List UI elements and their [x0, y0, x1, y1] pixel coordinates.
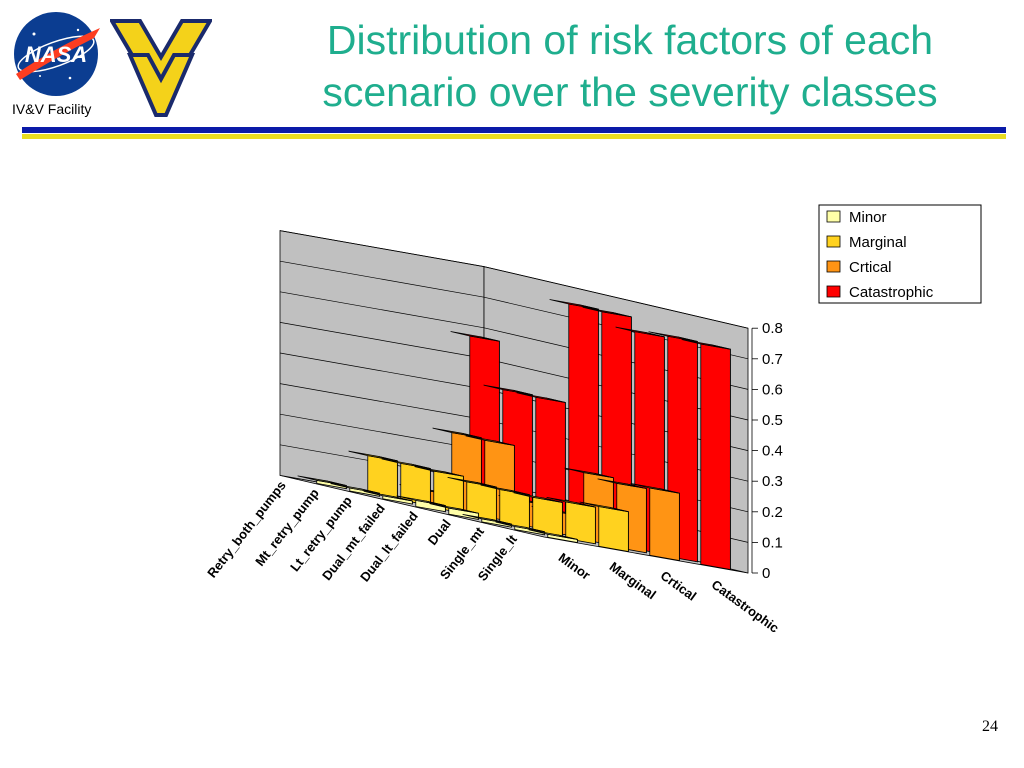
bar-top: [528, 529, 578, 540]
bar-top: [579, 501, 629, 513]
bar-marginal-single_mt: [546, 496, 596, 545]
legend-label: Crtical: [849, 259, 892, 276]
legend-label: Minor: [849, 209, 887, 226]
gridline: [279, 230, 749, 329]
wv-logo: [110, 19, 212, 117]
legend-swatch: [826, 235, 841, 248]
z-tick-label: 0.4: [762, 443, 783, 460]
bar-top: [348, 450, 398, 462]
severity-label: Minor: [556, 550, 593, 583]
bar-marginal-mt_retry_pump: [381, 458, 431, 506]
title-line-1: Distribution of risk factors of each: [326, 17, 934, 63]
bar-top: [381, 458, 431, 469]
bar-top: [330, 483, 380, 494]
bar-top: [483, 384, 533, 396]
bar-top: [450, 331, 500, 342]
bar-front: [700, 343, 731, 570]
page-number: 24: [982, 718, 998, 735]
bar-top: [564, 467, 614, 479]
legend-swatch: [826, 285, 841, 298]
bar-marginal-dual: [513, 492, 563, 537]
bar-top: [432, 427, 482, 439]
z-tick-label: 0.1: [762, 534, 783, 551]
bar-top: [516, 392, 566, 403]
bar-top: [648, 331, 698, 342]
slide-header: NASA IV&V Facility Distribution of risk …: [0, 0, 1024, 145]
z-tick-label: 0.6: [762, 381, 783, 398]
bar-top: [297, 475, 347, 486]
z-axis: 0 0.1 0.2 0.3 0.4 0.5 0.6 0.7 0.8: [751, 320, 783, 582]
legend-swatch: [826, 210, 841, 223]
bar-top: [414, 466, 464, 477]
bar-top: [363, 490, 413, 502]
severity-label: Marginal: [607, 559, 659, 603]
chart-legend: Minor Marginal Crtical Catastrophic: [818, 204, 982, 304]
bar-minor-retry_both_pumps: [297, 475, 347, 490]
nasa-logo: NASA: [14, 12, 100, 96]
severity-label: Catastrophic: [709, 577, 782, 636]
bar-top: [546, 496, 596, 508]
legend-label: Marginal: [849, 234, 907, 251]
bar-top: [462, 513, 512, 525]
severity-label: Crtical: [658, 568, 700, 604]
z-tick-label: 0.8: [762, 320, 783, 337]
bar-top: [630, 483, 680, 494]
z-tick-label: 0.7: [762, 351, 783, 368]
legend-swatch: [826, 260, 841, 273]
title-line-2: scenario over the severity classes: [322, 69, 938, 115]
bar-minor-lt_retry_pump: [363, 490, 413, 505]
legend-box: [818, 204, 982, 304]
bar-top: [429, 503, 479, 514]
z-tick-label: 0.2: [762, 504, 783, 521]
slide-title: Distribution of risk factors of each sce…: [240, 14, 1020, 118]
bar-marginal-retry_both_pumps: [348, 450, 398, 499]
bar-catastrophic-single_lt: [681, 339, 731, 570]
z-tick-label: 0.5: [762, 412, 783, 429]
bars: [297, 299, 731, 570]
bar-minor-dual_mt_failed: [396, 495, 446, 513]
header-rule-blue: [22, 127, 1006, 133]
bar-top: [549, 299, 599, 310]
z-tick-label: 0.3: [762, 473, 783, 490]
bar-marginal-dual_mt_failed: [447, 476, 497, 522]
bar-top: [582, 306, 632, 318]
bar-top: [513, 492, 563, 503]
nasa-logo-text: NASA: [25, 42, 87, 67]
category-label: Dual: [425, 516, 454, 547]
bar-top: [396, 495, 446, 506]
bar-minor-single_lt: [528, 529, 578, 543]
bar-crtical-single_lt: [630, 483, 680, 561]
bar-top: [495, 521, 545, 533]
bar-top: [465, 435, 515, 446]
bar-top: [447, 476, 497, 488]
bar-top: [597, 478, 647, 489]
bar-marginal-single_lt: [579, 501, 629, 552]
header-rule-yellow: [22, 134, 1006, 139]
bar-front: [649, 487, 680, 561]
bar-front: [598, 506, 629, 552]
bar-top: [480, 484, 530, 496]
facility-label: IV&V Facility: [12, 101, 92, 117]
legend-label: Catastrophic: [849, 284, 934, 301]
z-tick-label: 0: [762, 565, 770, 582]
bar-marginal-lt_retry_pump: [414, 466, 464, 514]
bar-top: [615, 326, 665, 338]
bar-top: [681, 339, 731, 350]
